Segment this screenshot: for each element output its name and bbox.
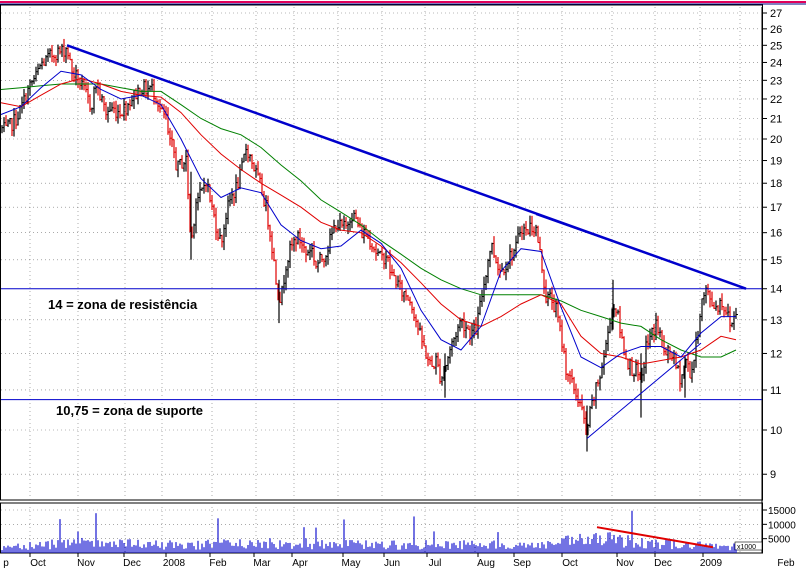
x-tick-label: Oct: [30, 558, 46, 569]
sma-red-line: [0, 77, 737, 365]
price-tick-label: 22: [770, 94, 782, 106]
x-tick-label: Nov: [77, 558, 95, 569]
resistance-diagonal-line: [66, 44, 747, 290]
x-tick-label: Feb: [777, 558, 795, 569]
support-annotation: 10,75 = zona de suporte: [56, 403, 204, 418]
resistance-annotation: 14 = zona de resistência: [48, 297, 198, 312]
mid-diagonal-line: [535, 214, 747, 290]
x-tick-label: Oct: [562, 558, 578, 569]
x-tick-label: Mar: [253, 558, 271, 569]
price-tick-label: 13: [770, 315, 782, 327]
price-tick-label: 19: [770, 156, 782, 168]
price-tick-label: 10: [770, 425, 782, 437]
volume-trend-line: [596, 526, 714, 549]
x-tick-label: Sep: [513, 558, 531, 569]
price-tick-label: 11: [770, 385, 781, 397]
price-tick-label: 16: [770, 228, 782, 240]
price-tick-label: 12: [770, 348, 782, 360]
price-tick-label: 14: [770, 284, 782, 296]
sma-green-line: [0, 83, 737, 358]
price-tick-label: 25: [770, 40, 782, 52]
x-tick-label: 2009: [700, 558, 723, 569]
sma-blue-line: [0, 70, 736, 369]
price-tick-label: 17: [770, 202, 782, 214]
vol-unit-box: [734, 541, 763, 551]
vol-tick-label: 10000: [768, 520, 796, 531]
x-tick-label: May: [342, 558, 361, 569]
vol-tick-label: 5000: [768, 535, 791, 546]
x-tick-label: p: [3, 558, 9, 569]
price-tick-label: 26: [770, 24, 782, 36]
x-tick-label: Feb: [209, 558, 227, 569]
lower-diagonal-line: [586, 342, 702, 439]
vol-unit-label: x1000: [737, 544, 756, 551]
price-tick-label: 18: [770, 178, 782, 190]
x-tick-label: Jun: [384, 558, 400, 569]
price-tick-label: 9: [770, 469, 776, 481]
price-tick-label: 21: [770, 114, 782, 126]
price-tick-label: 27: [770, 8, 782, 20]
x-tick-label: Apr: [292, 558, 308, 569]
x-tick-label: Nov: [616, 558, 634, 569]
x-tick-label: Dec: [123, 558, 141, 569]
price-tick-label: 23: [770, 75, 782, 87]
x-tick-label: Dec: [654, 558, 672, 569]
x-tick-label: Aug: [477, 558, 495, 569]
price-tick-label: 20: [770, 134, 782, 146]
x-tick-label: 2008: [163, 558, 186, 569]
price-tick-label: 15: [770, 255, 782, 267]
x-tick-label: Jul: [429, 558, 442, 569]
vol-tick-label: 15000: [768, 506, 796, 517]
price-tick-label: 24: [770, 57, 782, 69]
